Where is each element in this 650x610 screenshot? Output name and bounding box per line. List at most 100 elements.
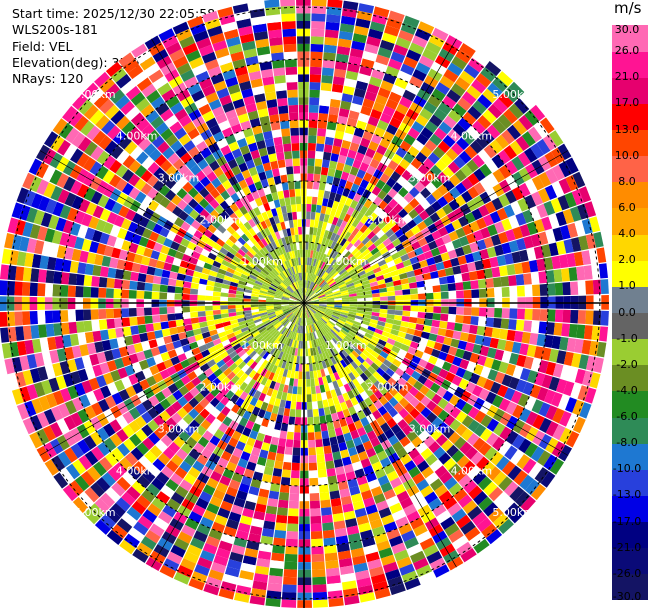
radar-gate	[299, 310, 303, 318]
radar-gate	[331, 337, 339, 346]
radar-gate	[354, 318, 363, 324]
radar-gate	[398, 397, 410, 408]
radar-gate	[378, 200, 388, 210]
radar-gate	[332, 273, 341, 280]
radar-gate	[309, 281, 314, 290]
radar-gate	[443, 336, 453, 346]
radar-gate	[397, 248, 408, 257]
radar-gate	[345, 156, 355, 167]
radar-gate	[429, 478, 444, 491]
radar-gate	[292, 158, 300, 167]
radar-gate	[286, 346, 292, 355]
range-ring-label: 2.00km	[367, 381, 409, 394]
radar-gate	[384, 446, 396, 457]
radar-gate	[358, 256, 367, 264]
colorbar-tick-label: 4.0	[618, 227, 636, 241]
radar-gate	[455, 410, 468, 424]
radar-gate	[297, 219, 302, 227]
radar-gate	[372, 580, 389, 592]
radar-gate	[325, 292, 334, 297]
radar-gate	[292, 211, 298, 220]
radar-gate	[508, 103, 524, 119]
radar-gate	[504, 253, 514, 265]
radar-gate	[431, 365, 442, 376]
radar-gate	[326, 307, 334, 311]
radar-gate	[454, 247, 465, 257]
radar-gate	[469, 140, 484, 154]
radar-gate	[428, 441, 441, 454]
radar-gate	[331, 505, 343, 515]
radar-gate	[288, 104, 299, 113]
range-ring-label: 3.00km	[158, 423, 200, 436]
radar-gate	[289, 331, 294, 339]
radar-gate	[434, 237, 445, 248]
radar-gate	[435, 159, 448, 172]
radar-gate	[316, 369, 322, 378]
radar-gate	[309, 226, 314, 235]
radar-gate	[334, 387, 342, 397]
radar-gate	[567, 367, 579, 383]
radar-gate	[585, 310, 594, 325]
radar-gate	[309, 316, 314, 325]
radar-gate	[272, 429, 281, 438]
radar-gate	[364, 266, 373, 274]
radar-gate	[336, 434, 346, 444]
radar-gate	[313, 275, 319, 283]
radar-gate	[264, 378, 272, 388]
radar-gate	[488, 507, 504, 523]
radar-gate	[384, 322, 393, 329]
radar-gate	[318, 337, 324, 346]
radar-gate	[327, 278, 335, 285]
radar-gate	[386, 313, 395, 320]
radar-gate	[345, 280, 354, 286]
radar-gate	[430, 382, 441, 394]
radar-gate	[551, 181, 565, 197]
radar-gate	[323, 52, 336, 61]
radar-gate	[304, 310, 306, 319]
radar-gate	[99, 329, 110, 341]
radar-gate	[106, 277, 115, 289]
radar-gate	[315, 439, 323, 448]
radar-gate	[137, 324, 147, 334]
radar-gate	[345, 471, 356, 481]
radar-gate	[378, 316, 387, 323]
radar-gate	[479, 428, 493, 442]
radar-gate	[532, 284, 541, 297]
radar-gate	[334, 527, 348, 538]
radar-gate	[501, 242, 512, 255]
radar-gate	[360, 416, 370, 427]
radar-gate	[323, 406, 331, 416]
radar-gate	[373, 389, 384, 400]
radar-gate	[375, 275, 385, 282]
radar-gate	[298, 310, 302, 318]
radar-gate	[511, 156, 525, 171]
radar-gate	[333, 68, 347, 78]
radar-gate	[562, 309, 571, 323]
radar-gate	[228, 479, 241, 490]
radar-gate	[310, 51, 323, 60]
radar-gate	[315, 288, 323, 294]
radar-gate	[428, 34, 445, 48]
radar-gate	[336, 343, 344, 352]
radar-gate	[441, 439, 454, 452]
radar-gate	[379, 308, 388, 314]
radar-gate	[417, 220, 428, 231]
radar-gate	[530, 104, 546, 122]
radar-gate	[249, 430, 259, 440]
radar-gate	[347, 63, 361, 73]
radar-gate	[462, 500, 478, 515]
radar-gate	[371, 289, 380, 294]
radar-gate	[346, 333, 355, 340]
radar-gate	[382, 359, 392, 368]
radar-gate	[327, 215, 335, 224]
radar-gate	[308, 242, 312, 251]
radar-gate	[322, 352, 328, 361]
radar-gate	[68, 273, 78, 286]
radar-gate	[442, 203, 454, 215]
radar-gate	[318, 407, 325, 417]
radar-gate	[338, 317, 347, 323]
radar-gate	[438, 351, 448, 361]
radar-gate	[367, 192, 377, 203]
radar-gate	[319, 353, 325, 362]
radar-gate	[340, 220, 348, 230]
